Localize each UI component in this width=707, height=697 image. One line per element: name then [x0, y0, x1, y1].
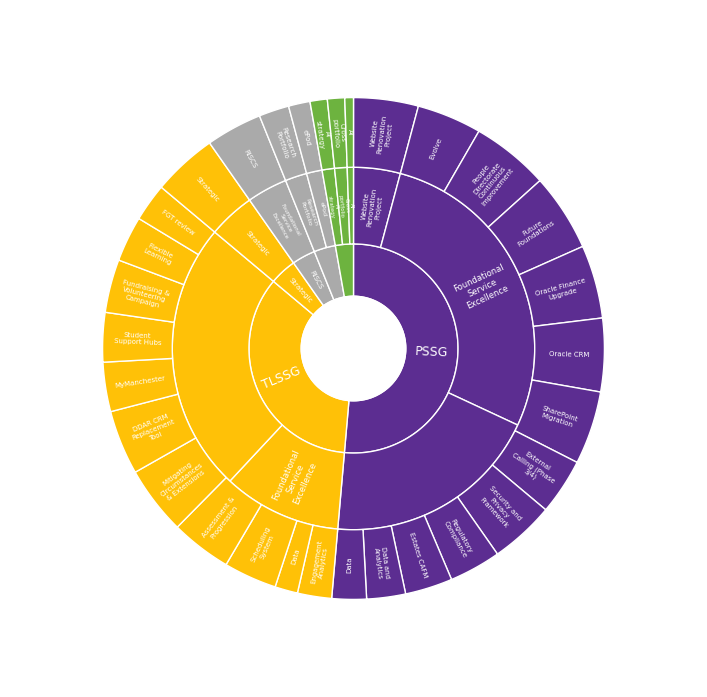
- Text: DDAR CRM
Replacement
Tool: DDAR CRM Replacement Tool: [129, 412, 178, 447]
- Text: Evolve: Evolve: [429, 137, 443, 161]
- Text: Website
Renovation
Project: Website Renovation Project: [369, 114, 395, 155]
- Polygon shape: [344, 244, 458, 453]
- Polygon shape: [259, 106, 307, 181]
- Polygon shape: [274, 263, 324, 315]
- Text: Future
Foundations: Future Foundations: [513, 214, 556, 248]
- Text: People
Directorate
Continuous
Improvement: People Directorate Continuous Improvemen…: [464, 154, 515, 207]
- Polygon shape: [293, 252, 334, 306]
- Text: MyManchester: MyManchester: [115, 375, 165, 389]
- Polygon shape: [327, 98, 347, 168]
- Polygon shape: [230, 425, 344, 529]
- Text: Student
Support Hubs: Student Support Hubs: [114, 331, 162, 346]
- Text: RISCS: RISCS: [243, 148, 258, 169]
- Polygon shape: [226, 505, 297, 587]
- Text: TLSSG: TLSSG: [260, 365, 303, 392]
- Polygon shape: [332, 529, 367, 599]
- Text: Foundational
Service
Excellence: Foundational Service Excellence: [269, 204, 301, 243]
- Polygon shape: [519, 247, 602, 326]
- Text: Assessment &
Progression: Assessment & Progression: [201, 496, 242, 544]
- Polygon shape: [315, 245, 344, 300]
- Polygon shape: [515, 380, 601, 462]
- Text: Flexible
Learning: Flexible Learning: [143, 242, 175, 266]
- Polygon shape: [103, 358, 178, 412]
- Text: Strategic: Strategic: [288, 277, 313, 305]
- Text: Data: Data: [291, 548, 300, 565]
- Text: SharePoint
Migration: SharePoint Migration: [539, 405, 578, 429]
- Polygon shape: [310, 99, 334, 170]
- Polygon shape: [400, 106, 479, 192]
- Text: Strategic: Strategic: [244, 229, 270, 256]
- Polygon shape: [424, 497, 498, 579]
- Text: Research
Portfolio: Research Portfolio: [274, 126, 296, 161]
- Polygon shape: [139, 187, 215, 254]
- Polygon shape: [135, 438, 226, 527]
- Polygon shape: [119, 219, 199, 284]
- Polygon shape: [380, 174, 534, 425]
- Text: Data: Data: [346, 556, 353, 573]
- Text: Security and
Privacy
Framework: Security and Privacy Framework: [477, 485, 522, 531]
- Polygon shape: [354, 167, 400, 247]
- Text: FGT review: FGT review: [160, 209, 195, 236]
- Text: AI
strategy: AI strategy: [315, 119, 332, 150]
- Polygon shape: [488, 181, 583, 275]
- Polygon shape: [335, 244, 354, 297]
- Text: ePod: ePod: [302, 129, 312, 146]
- Polygon shape: [161, 143, 250, 232]
- Polygon shape: [347, 167, 354, 244]
- Polygon shape: [391, 515, 452, 594]
- Text: Foundational
Service
Excellence: Foundational Service Excellence: [452, 263, 514, 313]
- Polygon shape: [103, 312, 174, 362]
- Polygon shape: [457, 465, 546, 554]
- Polygon shape: [307, 170, 335, 247]
- Text: Cross
portfolio: Cross portfolio: [331, 118, 346, 148]
- Polygon shape: [298, 525, 338, 599]
- Polygon shape: [444, 131, 540, 227]
- Polygon shape: [354, 98, 419, 174]
- Text: AI: AI: [346, 129, 353, 136]
- Text: Regulatory
Compliance: Regulatory Compliance: [443, 516, 474, 558]
- Polygon shape: [275, 521, 313, 593]
- Text: Foundational
Service
Excellence: Foundational Service Excellence: [271, 448, 320, 510]
- Text: PSSG: PSSG: [415, 345, 449, 359]
- Text: Research
Portfolio: Research Portfolio: [298, 197, 318, 229]
- Polygon shape: [209, 116, 286, 200]
- Text: Engagement
Analytics: Engagement Analytics: [310, 539, 329, 585]
- Text: Oracle CRM: Oracle CRM: [549, 351, 590, 358]
- Polygon shape: [288, 101, 322, 174]
- Text: RISCS: RISCS: [309, 269, 324, 290]
- Text: Strategic: Strategic: [194, 176, 221, 203]
- Polygon shape: [345, 98, 354, 167]
- Circle shape: [301, 296, 406, 401]
- Text: Scheduling
System: Scheduling System: [250, 525, 279, 566]
- Polygon shape: [177, 477, 262, 565]
- Text: Estates CAFM: Estates CAFM: [409, 531, 428, 578]
- Polygon shape: [363, 526, 406, 599]
- Text: Oracle Finance
Upgrade: Oracle Finance Upgrade: [535, 277, 588, 304]
- Text: Website
Renovation
Project: Website Renovation Project: [360, 186, 385, 228]
- Text: ePod: ePod: [318, 201, 327, 217]
- Polygon shape: [173, 232, 282, 481]
- Polygon shape: [492, 431, 577, 510]
- Polygon shape: [250, 181, 315, 263]
- Text: Cross
portfolio: Cross portfolio: [337, 194, 350, 217]
- Polygon shape: [532, 318, 604, 392]
- Polygon shape: [111, 394, 196, 473]
- Text: AI: AI: [349, 203, 354, 208]
- Text: Fundraising &
Volunteering
Campaign: Fundraising & Volunteering Campaign: [118, 279, 170, 310]
- Polygon shape: [334, 167, 350, 245]
- Text: AI
strategy: AI strategy: [327, 195, 341, 219]
- Text: Data and
Analytics: Data and Analytics: [373, 546, 390, 579]
- Text: Mitigating
Circumstances
& Extensions: Mitigating Circumstances & Extensions: [156, 457, 209, 503]
- Polygon shape: [338, 392, 518, 530]
- Text: External
Calling (Phase
3/4): External Calling (Phase 3/4): [507, 445, 560, 490]
- Polygon shape: [249, 282, 349, 452]
- Polygon shape: [105, 260, 184, 322]
- Polygon shape: [322, 168, 343, 245]
- Polygon shape: [215, 200, 293, 282]
- Polygon shape: [286, 174, 327, 252]
